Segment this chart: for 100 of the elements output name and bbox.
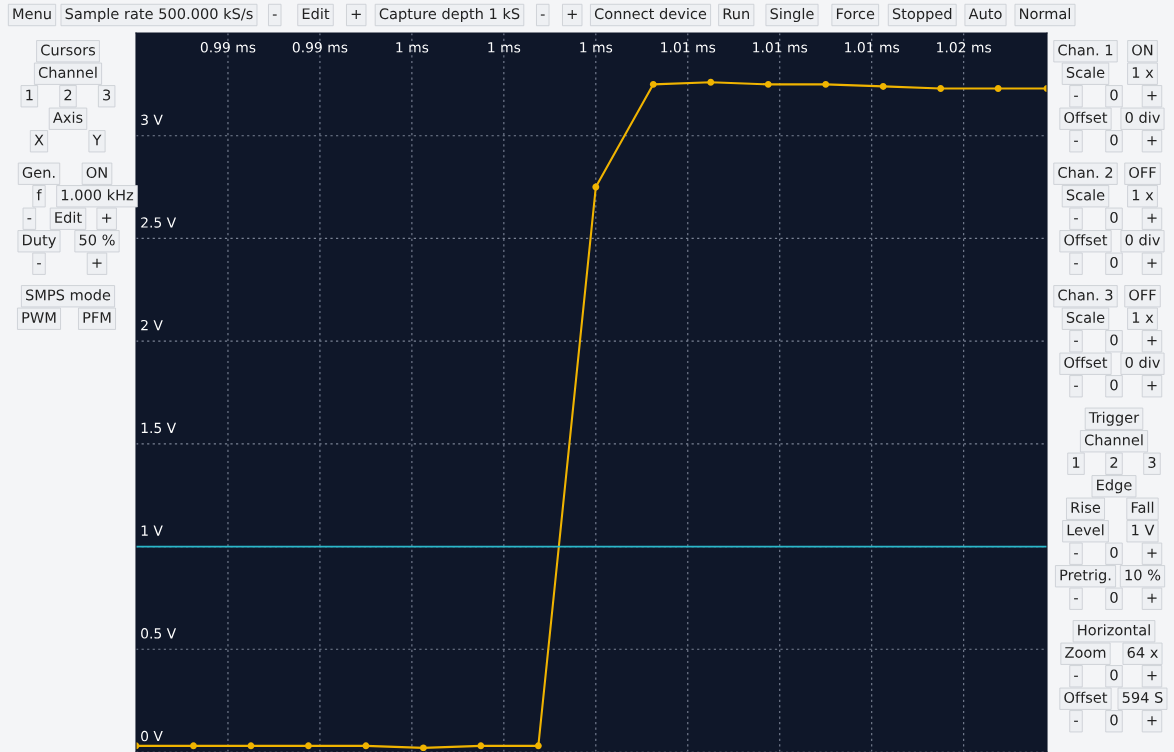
text: + bbox=[102, 213, 112, 223]
text: - bbox=[1074, 218, 1078, 220]
y-tick-label: 1.5 V bbox=[141, 422, 177, 434]
text: Edit bbox=[55, 211, 82, 223]
text: + bbox=[92, 258, 102, 268]
x-tick-label: 0.99 ms bbox=[200, 42, 256, 53]
text: - bbox=[1074, 263, 1078, 265]
text: Offset bbox=[1064, 691, 1108, 703]
y-tick-label: 0 V bbox=[141, 730, 163, 742]
text: 1.000 kHz bbox=[61, 189, 134, 201]
text: + bbox=[567, 9, 577, 20]
text: 10 % bbox=[1125, 569, 1161, 581]
text: Cursors bbox=[41, 44, 96, 56]
text: Offset bbox=[1064, 356, 1108, 368]
text: - bbox=[1074, 675, 1078, 677]
text: Channel bbox=[1084, 434, 1143, 446]
text: - bbox=[1074, 720, 1078, 722]
text: OFF bbox=[1129, 289, 1156, 301]
text: 0 bbox=[1110, 256, 1118, 268]
text: Fall bbox=[1131, 501, 1154, 513]
text: 1 bbox=[1072, 457, 1080, 468]
text: Scale bbox=[1066, 311, 1105, 323]
text: Gen. bbox=[22, 166, 55, 178]
text: 0 div bbox=[1125, 234, 1160, 246]
text: SMPS mode bbox=[26, 289, 111, 301]
text: Chan. 3 bbox=[1058, 289, 1113, 301]
text: X bbox=[34, 134, 44, 146]
text: Trigger bbox=[1088, 411, 1140, 426]
text: 2 bbox=[64, 89, 72, 101]
text: Menu bbox=[13, 8, 51, 20]
text: - bbox=[27, 218, 32, 220]
text: Pretrig. bbox=[1060, 569, 1111, 584]
x-tick-label: 1.01 ms bbox=[753, 42, 808, 53]
text: Chan. 1 bbox=[1058, 44, 1113, 56]
text: 1 x bbox=[1132, 189, 1154, 201]
text: Capture depth 1 kS bbox=[379, 7, 520, 23]
text: Offset bbox=[1064, 111, 1108, 123]
text: Chan. 2 bbox=[1058, 166, 1113, 178]
text: + bbox=[351, 9, 361, 20]
text: Run bbox=[723, 8, 749, 20]
text: Sample rate 500.000 kS/s bbox=[65, 7, 253, 23]
text: 1 bbox=[26, 89, 33, 101]
text: Force bbox=[836, 8, 875, 20]
text: - bbox=[1074, 385, 1078, 387]
text: 594 S bbox=[1122, 691, 1163, 703]
text: 0 div bbox=[1125, 356, 1160, 368]
text: Channel bbox=[38, 66, 97, 78]
text: 64 x bbox=[1127, 646, 1158, 658]
text: ON bbox=[86, 166, 107, 178]
text: - bbox=[1074, 95, 1078, 97]
text: OFF bbox=[1129, 166, 1156, 178]
text: Axis bbox=[52, 111, 83, 123]
text: - bbox=[1074, 598, 1078, 600]
text: 3 bbox=[103, 89, 111, 101]
text: - bbox=[37, 263, 41, 265]
text: 0 bbox=[1110, 89, 1118, 101]
text: Rise bbox=[1071, 501, 1101, 513]
text: Auto bbox=[968, 8, 1002, 20]
text: + bbox=[1147, 716, 1157, 726]
text: + bbox=[1147, 91, 1157, 101]
y-tick-label: 2.5 V bbox=[141, 217, 177, 228]
text: ON bbox=[1132, 44, 1153, 56]
text: Edit bbox=[302, 7, 330, 20]
y-tick-label: 1 V bbox=[141, 525, 163, 536]
text: 0 bbox=[1110, 591, 1118, 603]
text: 3 bbox=[1148, 456, 1156, 468]
text: + bbox=[1147, 671, 1157, 681]
text: 1 V bbox=[1132, 524, 1155, 536]
text: + bbox=[1147, 593, 1157, 603]
text: 0 bbox=[1110, 334, 1118, 346]
text: - bbox=[1074, 553, 1078, 555]
text: 0 bbox=[1110, 669, 1118, 681]
y-tick-label: 3 V bbox=[141, 114, 163, 126]
text: Edge bbox=[1097, 479, 1132, 494]
text: 0 bbox=[1110, 379, 1118, 391]
text: 2 bbox=[1110, 456, 1118, 468]
x-tick-label: 1.01 ms bbox=[845, 42, 900, 53]
text: Level bbox=[1067, 524, 1104, 536]
y-tick-label: 2 V bbox=[141, 319, 163, 331]
text: Y bbox=[92, 134, 102, 146]
text: 1 x bbox=[1132, 67, 1154, 78]
text: Stopped bbox=[892, 7, 952, 23]
x-tick-label: 1 ms bbox=[488, 42, 521, 53]
text: 0 div bbox=[1125, 111, 1160, 123]
text: Normal bbox=[1020, 7, 1071, 20]
y-tick-label: 0.5 V bbox=[141, 628, 177, 639]
text: PWM bbox=[22, 312, 56, 323]
text: Offset bbox=[1064, 234, 1108, 246]
text: 0 bbox=[1110, 211, 1118, 223]
text: + bbox=[1147, 136, 1157, 146]
x-tick-label: 1.02 ms bbox=[937, 42, 992, 53]
text: 0 bbox=[1110, 714, 1118, 726]
text: Scale bbox=[1066, 189, 1105, 201]
x-tick-label: 0.99 ms bbox=[292, 42, 348, 53]
text: - bbox=[272, 14, 277, 16]
text: 0 bbox=[1110, 134, 1118, 146]
text: + bbox=[1147, 381, 1157, 391]
text: 1 x bbox=[1132, 312, 1154, 323]
text: 0 bbox=[1110, 546, 1118, 558]
text: + bbox=[1147, 258, 1157, 268]
